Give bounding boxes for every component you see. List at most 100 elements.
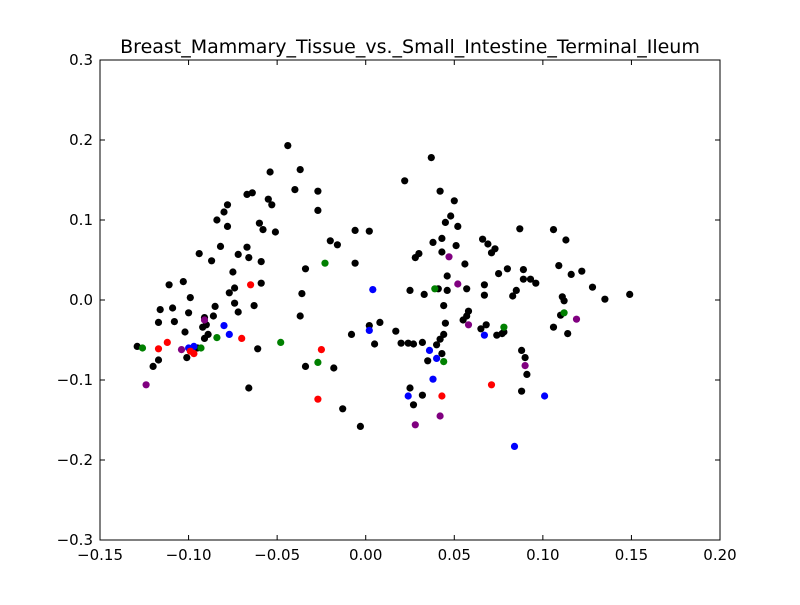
data-point [296, 312, 304, 320]
data-point [254, 345, 262, 353]
data-point [225, 289, 233, 297]
data-point [369, 286, 377, 294]
data-point [223, 222, 232, 230]
data-point [266, 168, 274, 176]
data-point [197, 344, 205, 352]
data-point [461, 260, 469, 268]
data-point [438, 234, 446, 242]
data-point [549, 323, 558, 331]
data-point [291, 186, 299, 194]
data-point [234, 250, 242, 258]
data-point [138, 344, 147, 352]
data-point [314, 358, 322, 366]
data-point [231, 284, 239, 292]
y-tick-label: −0.3 [57, 531, 93, 549]
data-point [208, 257, 216, 265]
data-point [519, 275, 528, 283]
data-point [170, 318, 178, 326]
data-point [177, 346, 186, 354]
data-point [509, 292, 517, 300]
data-point [431, 285, 439, 293]
data-point [163, 338, 171, 346]
data-point [186, 294, 194, 302]
data-point [204, 330, 212, 338]
data-point [409, 401, 418, 409]
data-point [200, 316, 209, 324]
data-point [503, 265, 511, 273]
data-point [255, 219, 263, 227]
x-tick-label: −0.10 [166, 546, 212, 564]
data-point [271, 228, 279, 236]
data-point [521, 362, 529, 370]
data-point [347, 330, 356, 338]
data-point [562, 236, 570, 244]
data-point [406, 384, 414, 392]
data-point [427, 154, 435, 162]
data-point [564, 330, 572, 338]
data-point [243, 243, 251, 251]
data-point [154, 318, 163, 326]
data-point [479, 235, 487, 243]
points-layer [133, 142, 634, 450]
data-point [339, 405, 347, 413]
data-point [257, 258, 265, 266]
data-point [321, 259, 329, 267]
data-point [425, 346, 434, 354]
data-point [220, 208, 228, 216]
x-tick-label: 0.05 [438, 546, 471, 564]
data-point [549, 226, 558, 234]
data-point [500, 323, 508, 331]
data-point [523, 370, 531, 378]
data-point [454, 222, 462, 230]
data-point [521, 354, 529, 362]
data-point [301, 265, 310, 273]
data-point [447, 212, 455, 220]
data-point [301, 362, 310, 370]
data-point [482, 321, 490, 329]
data-point [510, 442, 519, 450]
data-point [440, 358, 448, 366]
data-point [248, 189, 256, 197]
x-tick-label: 0.15 [615, 546, 648, 564]
data-point [491, 245, 499, 253]
data-point [567, 270, 575, 278]
data-point [195, 250, 203, 258]
data-point [245, 254, 253, 262]
data-point [519, 266, 528, 274]
data-point [296, 166, 304, 174]
data-point [429, 375, 437, 383]
data-point [404, 339, 412, 347]
data-point [365, 326, 373, 334]
data-point [356, 422, 364, 430]
data-point [247, 281, 255, 289]
data-point [169, 304, 177, 312]
data-point [487, 381, 496, 389]
data-point [418, 338, 426, 346]
data-point [560, 309, 568, 317]
y-tick-label: 0.0 [69, 291, 93, 309]
data-point [154, 345, 163, 353]
data-point [418, 391, 426, 399]
data-point [440, 302, 448, 310]
data-point [264, 195, 272, 203]
data-point [480, 331, 488, 339]
data-point [440, 330, 448, 338]
data-point [588, 283, 597, 291]
data-point [142, 381, 150, 389]
data-point [314, 206, 322, 214]
data-point [213, 334, 221, 342]
data-point [532, 279, 540, 287]
data-point [376, 318, 384, 326]
chart-title: Breast_Mammary_Tissue_vs._Small_Intestin… [120, 36, 700, 58]
data-point [526, 275, 535, 283]
data-point [572, 315, 581, 323]
data-point [179, 278, 187, 286]
data-point [298, 290, 306, 298]
data-point [438, 392, 446, 400]
x-tick-label: 0.00 [349, 546, 382, 564]
data-point [211, 302, 219, 310]
data-point [420, 290, 428, 298]
data-point [480, 291, 488, 299]
data-point [365, 227, 373, 235]
